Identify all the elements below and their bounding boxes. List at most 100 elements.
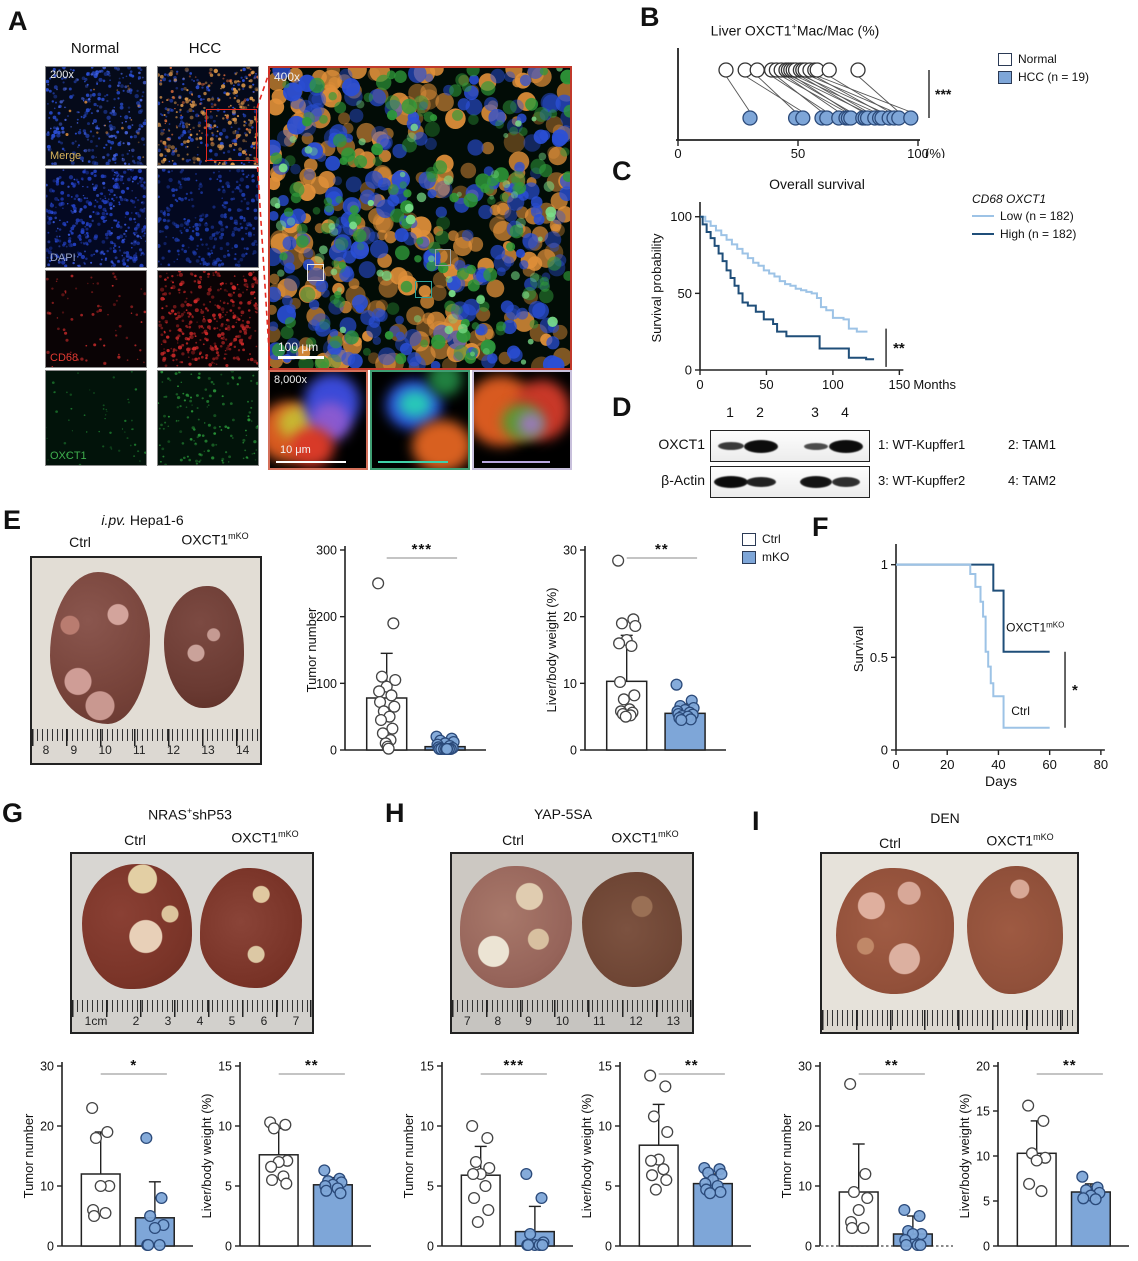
channel-label-cd68: CD68 xyxy=(50,352,79,364)
lane-key-label: 4: TAM2 xyxy=(1008,473,1056,488)
panel-h-ctrl-label: Ctrl xyxy=(502,832,524,848)
ruler-number: 13 xyxy=(666,1014,680,1028)
svg-text:Months: Months xyxy=(913,377,956,392)
svg-text:Survival: Survival xyxy=(851,626,866,672)
scalebar-label-100um: 100 μm xyxy=(278,340,319,354)
liver-body-weight-chart-g: 0 5 10 15 Liver/body weight (%) ** xyxy=(199,1040,375,1258)
svg-text:100: 100 xyxy=(907,146,929,158)
legend-swatch-hcc xyxy=(998,70,1012,84)
lane-key-label: 2: TAM1 xyxy=(1008,437,1056,452)
svg-text:50: 50 xyxy=(791,146,805,158)
ruler-number: 7 xyxy=(463,1014,471,1028)
svg-text:**: ** xyxy=(685,1057,699,1074)
panel-h-label: H xyxy=(385,798,405,828)
svg-text:***: *** xyxy=(935,86,952,102)
panel-e-mko-label: OXCT1mKO xyxy=(181,531,249,548)
svg-text:0: 0 xyxy=(805,1240,812,1254)
svg-text:15: 15 xyxy=(598,1060,612,1074)
liver-ctrl xyxy=(50,572,150,724)
panel-e-ctrl-label: Ctrl xyxy=(69,534,91,550)
lane-number: 3 xyxy=(811,404,819,420)
panel-g-mko-label: OXCT1mKO xyxy=(231,829,299,846)
svg-text:0: 0 xyxy=(570,744,577,758)
svg-text:10: 10 xyxy=(798,1180,812,1194)
ruler-number: 9 xyxy=(70,743,78,757)
em-inset-3 xyxy=(472,370,572,470)
liver-body-weight-chart-i: 0 5 10 15 20 Liver/body weight (%) ** xyxy=(957,1040,1133,1258)
panel-i-label: I xyxy=(752,806,760,836)
svg-text:20: 20 xyxy=(563,610,577,624)
svg-text:30: 30 xyxy=(563,544,577,558)
svg-text:0: 0 xyxy=(892,757,899,772)
ruler-number: 10 xyxy=(555,1014,570,1028)
if-image-oxct1-normal: OXCT1 xyxy=(45,370,147,466)
svg-text:0.5: 0.5 xyxy=(870,650,888,665)
svg-text:Tumor number: Tumor number xyxy=(780,1113,794,1198)
lane-key-label: 3: WT-Kupffer2 xyxy=(878,473,966,488)
if-image-oxct1-hcc xyxy=(157,370,259,466)
svg-text:200: 200 xyxy=(316,610,337,624)
if-image-cd68-normal: CD68 xyxy=(45,270,147,368)
legend-line-low xyxy=(972,215,994,217)
panel-b-title: Liver OXCT1+Mac/Mac (%) xyxy=(710,22,880,39)
ruler-number: 12 xyxy=(166,743,181,757)
scalebar-inset-2 xyxy=(378,460,448,463)
svg-text:100: 100 xyxy=(670,209,692,224)
blot-row-label: β-Actin xyxy=(661,472,705,488)
svg-text:0: 0 xyxy=(696,377,703,392)
magnification-label-400x: 400x xyxy=(274,70,301,84)
svg-text:0: 0 xyxy=(330,744,337,758)
paired-dot-plot: 0 50 100 (%) *** xyxy=(648,40,978,161)
svg-text:0: 0 xyxy=(881,743,888,758)
liver-body-weight-chart-h: 0 5 10 15 Liver/body weight (%) ** xyxy=(579,1040,755,1258)
channel-label-merge: Merge xyxy=(50,150,82,162)
magnification-label-8000x: 8,000x xyxy=(274,374,308,386)
svg-text:15: 15 xyxy=(218,1060,232,1074)
svg-text:30: 30 xyxy=(40,1060,54,1074)
ruler-number: 5 xyxy=(228,1014,236,1028)
if-image-merge-normal: 200x Merge xyxy=(45,66,147,166)
channel-label-oxct1: OXCT1 xyxy=(50,450,87,462)
panel-g-label: G xyxy=(2,798,24,828)
scalebar-inset-3 xyxy=(482,460,550,463)
panel-c-legend: CD68 OXCT1 Low (n = 182) High (n = 182) xyxy=(972,192,1077,241)
svg-text:20: 20 xyxy=(798,1120,812,1134)
panel-b-legend: Normal HCC (n = 19) xyxy=(998,52,1089,88)
svg-text:5: 5 xyxy=(427,1180,434,1194)
svg-text:Liver/body weight (%): Liver/body weight (%) xyxy=(200,1094,214,1219)
if-image-dapi-normal: DAPI xyxy=(45,168,147,268)
svg-text:20: 20 xyxy=(40,1120,54,1134)
svg-text:300: 300 xyxy=(316,544,337,558)
scalebar-label-10um: 10 μm xyxy=(280,444,311,456)
ruler: 7 8 9 10 11 12 13 xyxy=(452,1000,692,1032)
liver-ctrl xyxy=(836,868,954,994)
if-image-400x: 400x 100 μm xyxy=(268,66,572,370)
svg-text:0: 0 xyxy=(685,363,692,378)
svg-text:0: 0 xyxy=(427,1240,434,1254)
panel-e-legend: Ctrl mKO xyxy=(742,532,789,568)
svg-text:5: 5 xyxy=(983,1195,990,1209)
svg-text:20: 20 xyxy=(940,757,954,772)
svg-text:0: 0 xyxy=(47,1240,54,1254)
svg-text:*: * xyxy=(1072,682,1078,699)
ruler-number: 13 xyxy=(201,743,215,757)
survival-km-plot-f: 0 0.5 1 0 20 40 60 80 Days Survival OXCT1mKO Ctrl * xyxy=(850,532,1130,794)
panel-i-mko-label: OXCT1mKO xyxy=(986,832,1054,849)
column-header-normal: Normal xyxy=(70,40,120,57)
ruler-number: 12 xyxy=(629,1014,643,1028)
liver-ctrl xyxy=(460,866,572,988)
svg-text:Liver/body weight (%): Liver/body weight (%) xyxy=(958,1094,972,1219)
svg-text:Tumor number: Tumor number xyxy=(402,1113,416,1198)
svg-text:20: 20 xyxy=(976,1060,990,1074)
em-inset-1: 8,000x 10 μm xyxy=(268,370,368,470)
magnification-label: 200x xyxy=(50,69,74,81)
legend-swatch-ctrl xyxy=(742,532,756,546)
legend-swatch-mko xyxy=(742,550,756,564)
overall-survival-km-plot: 0 50 100 0 50 100 150 Months Survival probabilit… xyxy=(648,192,968,402)
tumor-number-chart-e: 0 100 200 300 Tumor number *** xyxy=(304,524,490,762)
blot-strip xyxy=(710,466,870,498)
svg-text:50: 50 xyxy=(678,286,692,301)
panel-h-title: YAP-5SA xyxy=(533,806,593,822)
ruler-number: 14 xyxy=(235,743,250,757)
ruler: 1cm 2 3 4 5 6 7 xyxy=(72,1000,312,1032)
